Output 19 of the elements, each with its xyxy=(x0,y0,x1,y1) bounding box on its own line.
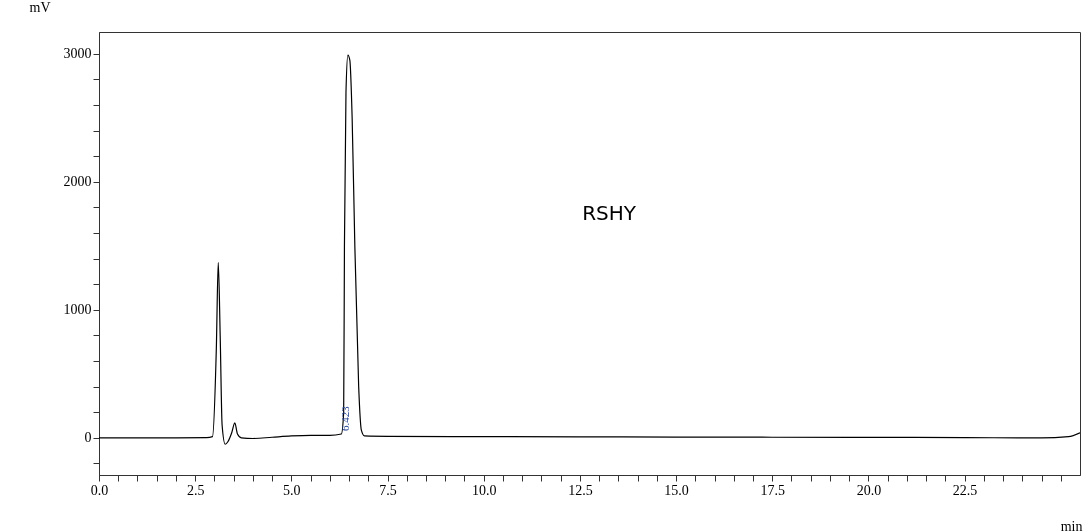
x-tick-label: 5.0 xyxy=(283,482,301,498)
line-series xyxy=(99,54,1080,445)
x-axis-title: min xyxy=(1060,518,1083,531)
x-tick-label: 7.5 xyxy=(379,482,397,498)
x-tick-label: 2.5 xyxy=(186,482,205,498)
x-tick-label: 0.0 xyxy=(90,482,109,498)
annotation: RSHY xyxy=(582,200,637,225)
x-tick-label: 12.5 xyxy=(568,482,593,498)
x-tick-label: 22.5 xyxy=(952,482,978,498)
x-tick-label: 20.0 xyxy=(856,482,882,498)
x-tick-label: 10.0 xyxy=(471,482,497,498)
y-tick-label: 0 xyxy=(84,430,92,446)
y-axis-title: mV xyxy=(29,0,51,15)
annotation: 6.423 xyxy=(339,405,352,432)
y-tick-label: 1000 xyxy=(63,302,92,318)
x-tick-label: 15.0 xyxy=(664,482,689,498)
x-tick-label: 17.5 xyxy=(760,482,785,498)
y-tick-label: 2000 xyxy=(63,174,92,190)
y-tick-label: 3000 xyxy=(63,46,92,62)
